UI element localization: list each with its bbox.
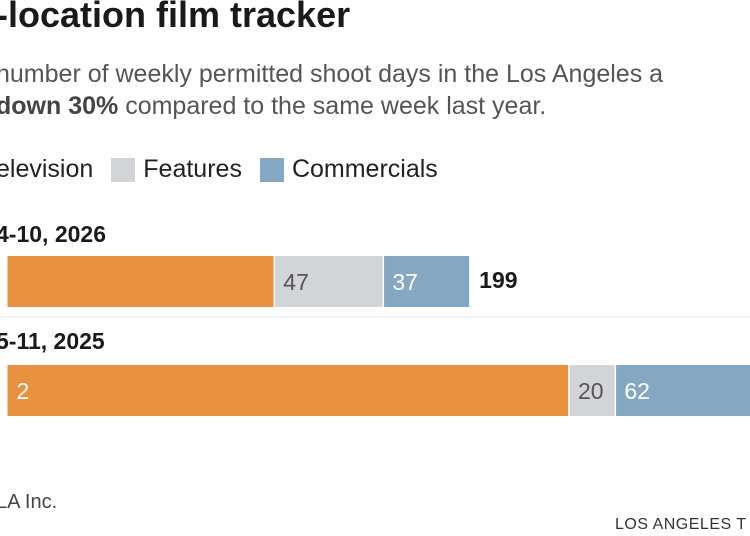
chart-legend: elevision Features Commercials	[0, 155, 438, 184]
segment-label-2026-features: 47	[283, 269, 309, 295]
chart-title: -location film tracker	[0, 0, 351, 35]
bar-2026-features	[274, 256, 384, 307]
legend-label-features: Features	[143, 155, 242, 183]
source-note: LA Inc.	[0, 491, 58, 513]
publisher-credit: LOS ANGELES T	[615, 516, 747, 533]
segment-label-2025-elevision: 2	[17, 378, 30, 404]
bar-2026-elevision	[7, 256, 275, 307]
bar-2025-elevision	[7, 365, 569, 416]
legend-item-features: Features	[93, 155, 242, 184]
subtitle-line-1: number of weekly permitted shoot days in…	[0, 60, 664, 88]
total-label-2026: 199	[479, 267, 517, 293]
chart-subtitle: number of weekly permitted shoot days in…	[0, 58, 663, 122]
legend-label-commercials: Commercials	[291, 155, 438, 183]
bar-2025-features	[568, 365, 616, 416]
segment-label-2026-commercials: 37	[392, 269, 418, 295]
bar-2025-commercials	[615, 365, 750, 416]
segment-label-2025-commercials: 62	[624, 378, 650, 404]
subtitle-highlight: down 30%	[0, 92, 119, 120]
bar-2026-commercials	[383, 256, 470, 307]
legend-label-television: elevision	[0, 155, 94, 183]
subtitle-line-2: down 30% compared to the same week last …	[0, 90, 663, 122]
category-label-2025: 5-11, 2025	[0, 328, 105, 354]
legend-swatch-features	[111, 157, 136, 182]
legend-item-commercials: Commercials	[242, 155, 438, 184]
subtitle-rest: compared to the same week last year.	[118, 92, 547, 120]
legend-swatch-commercials	[259, 157, 284, 182]
category-label-2026: 4-10, 2026	[0, 221, 106, 247]
legend-item-television: elevision	[0, 155, 93, 184]
segment-label-2025-features: 20	[578, 378, 604, 404]
